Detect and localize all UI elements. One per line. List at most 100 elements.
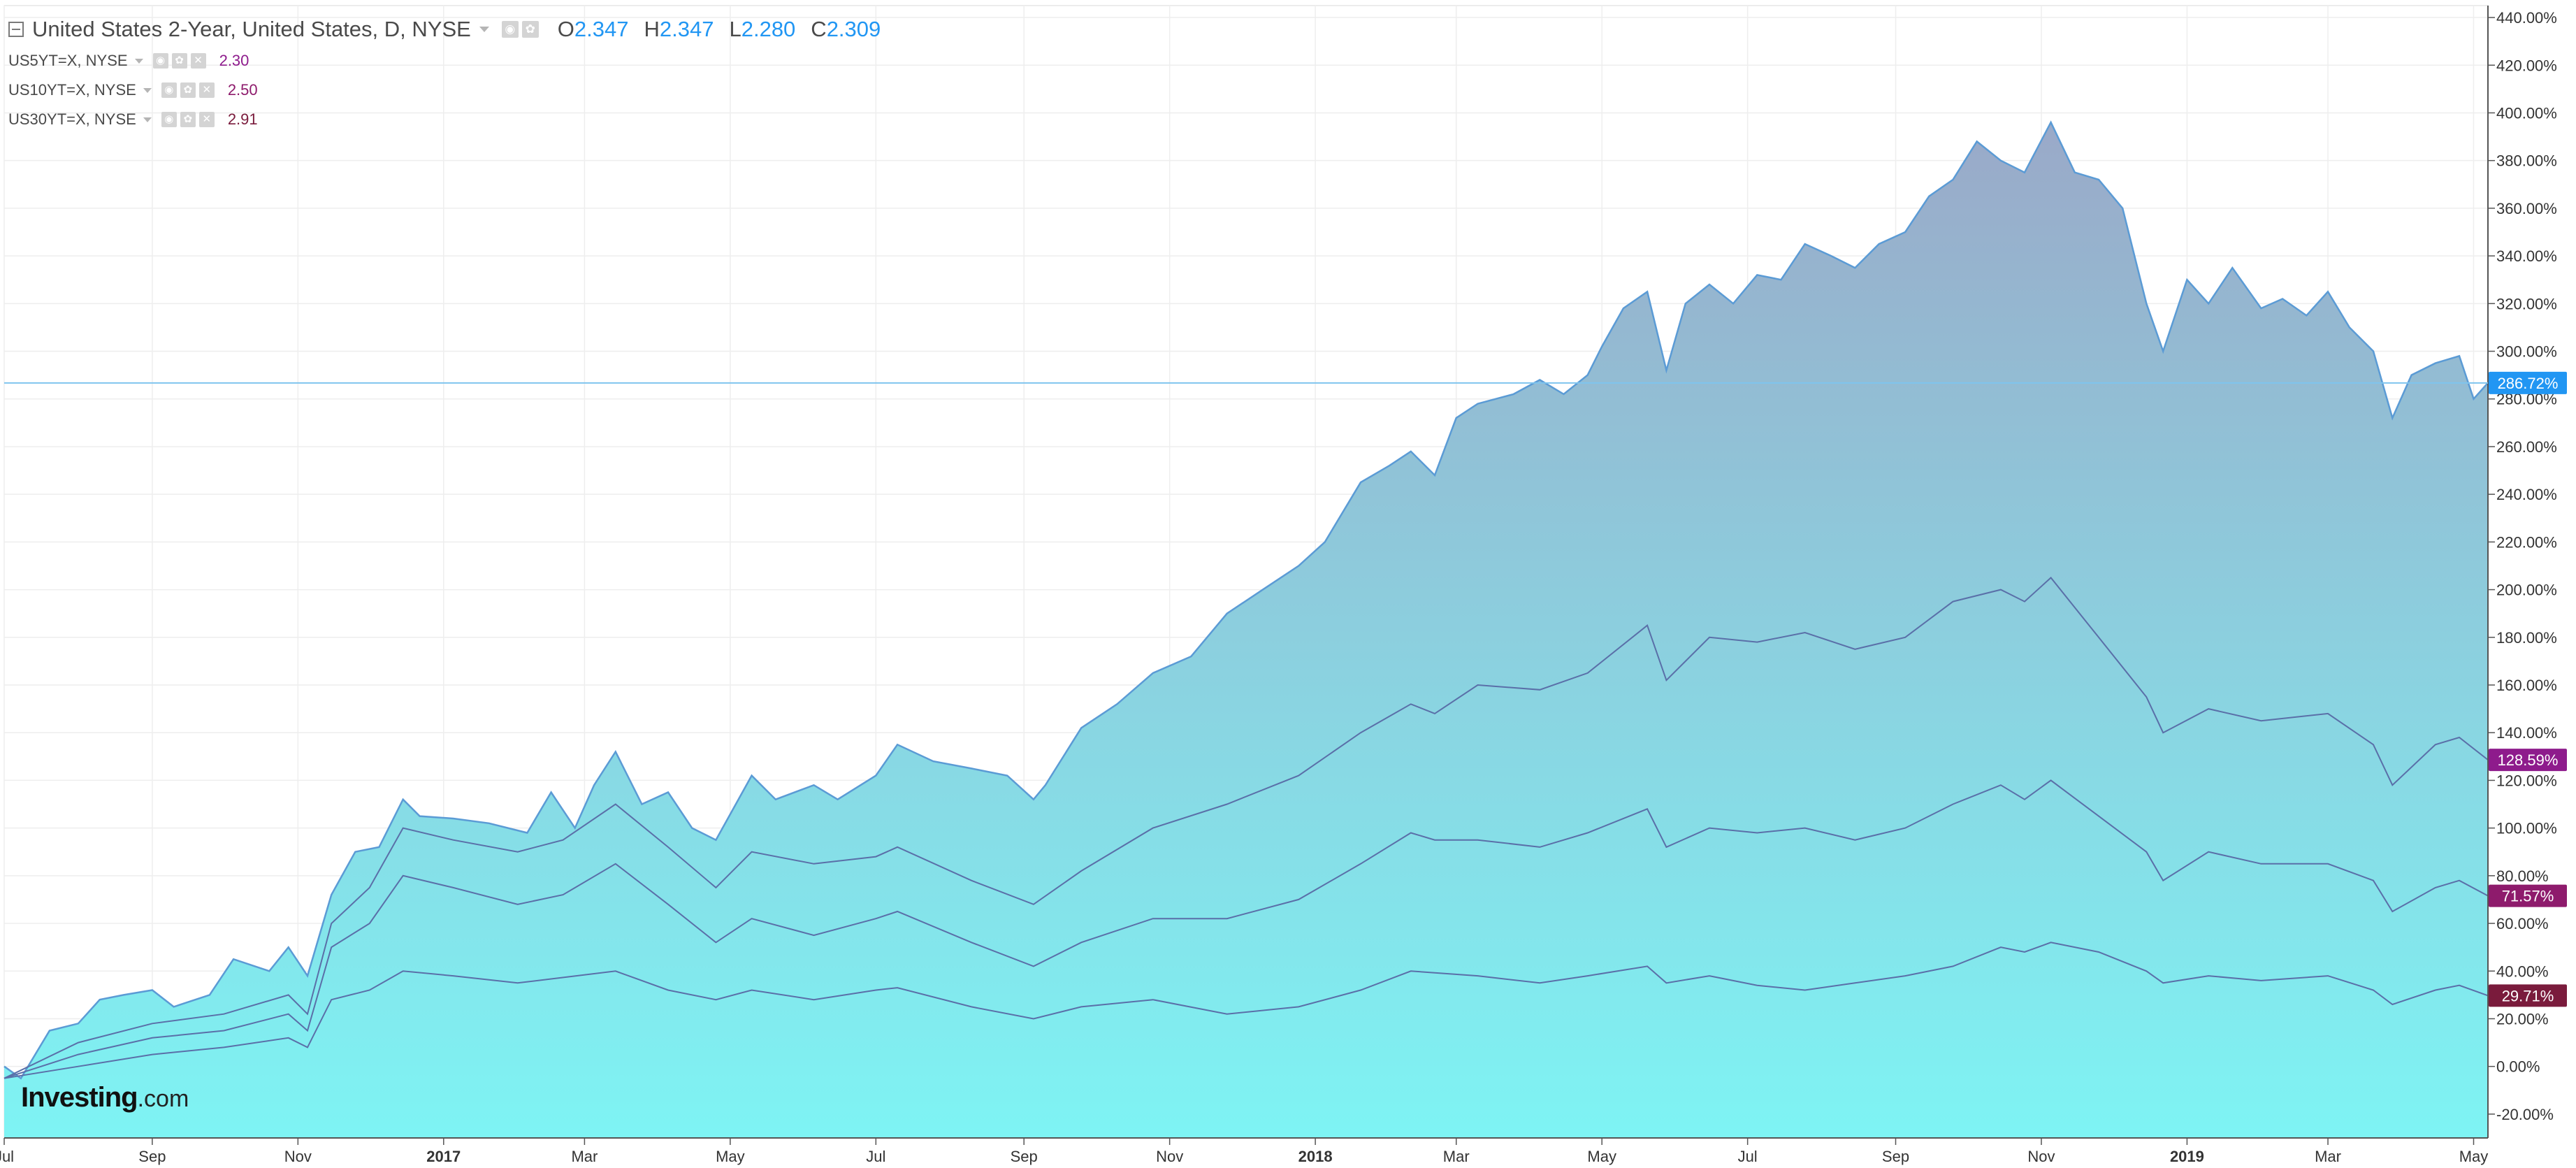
ohlc-values: O 2.347 H 2.347 L 2.280 C 2.309	[558, 17, 896, 42]
compare-series-line	[3, 577, 2489, 1079]
x-tick-label: May	[2459, 1148, 2489, 1165]
compare-value: 2.30	[219, 52, 249, 69]
y-tick-label: 220.00%	[2496, 533, 2557, 551]
last-value-badge	[2489, 371, 2567, 394]
compare-legend-us30yt: US30YT=X, NYSE ◉ ✿ ✕ 2.91	[8, 105, 896, 134]
low-key: L	[729, 17, 741, 41]
caret-down-icon[interactable]	[143, 87, 152, 93]
legend: United States 2-Year, United States, D, …	[8, 13, 896, 134]
close-key: C	[811, 17, 827, 41]
last-value-badge	[2489, 984, 2567, 1007]
y-tick-label: 400.00%	[2496, 104, 2557, 122]
compare-value: 2.50	[227, 81, 258, 99]
x-tick-label: Sep	[138, 1148, 166, 1165]
gear-icon[interactable]: ✿	[180, 112, 196, 127]
y-tick-label: 300.00%	[2496, 343, 2557, 361]
gear-icon[interactable]: ✿	[521, 21, 539, 38]
y-tick-label: 120.00%	[2496, 772, 2557, 789]
x-tick-label: Jul	[866, 1148, 885, 1165]
y-tick-label: 380.00%	[2496, 152, 2557, 170]
x-tick-label: Jul	[1738, 1148, 1758, 1165]
close-icon[interactable]: ✕	[198, 112, 215, 127]
y-tick-label: 160.00%	[2496, 677, 2557, 694]
y-tick-label: 180.00%	[2496, 629, 2557, 647]
caret-down-icon[interactable]	[134, 58, 143, 64]
compare-value: 2.91	[227, 110, 258, 128]
x-tick-label: 2017	[426, 1148, 461, 1165]
x-tick-label: Sep	[1882, 1148, 1909, 1165]
y-tick-label: 360.00%	[2496, 200, 2557, 217]
last-value-badge	[2489, 749, 2567, 772]
x-tick-label: Nov	[1156, 1148, 1183, 1165]
logo-brand: Investing	[21, 1082, 138, 1113]
close-icon[interactable]: ✕	[198, 82, 215, 98]
caret-down-icon[interactable]	[479, 27, 489, 32]
x-tick-label: Sep	[1011, 1148, 1038, 1165]
x-tick-label: Mar	[571, 1148, 598, 1165]
main-series-legend: United States 2-Year, United States, D, …	[8, 13, 896, 46]
compare-series-line	[3, 942, 2489, 1079]
collapse-icon[interactable]	[8, 22, 24, 37]
low-value: 2.280	[741, 17, 796, 41]
high-key: H	[644, 17, 660, 41]
eye-icon[interactable]: ◉	[152, 53, 168, 69]
compare-series-line	[3, 779, 2489, 1079]
y-tick-label: 420.00%	[2496, 57, 2557, 74]
y-tick-label: 60.00%	[2496, 915, 2549, 932]
main-series-line	[3, 120, 2489, 1080]
y-tick-label: 80.00%	[2496, 867, 2549, 885]
series-line-layer	[3, 120, 2489, 1080]
last-value-badge	[2489, 884, 2567, 907]
x-tick-label: Nov	[284, 1148, 312, 1165]
x-tick-label: Nov	[2027, 1148, 2055, 1165]
last-value-text: 286.72%	[2498, 375, 2559, 392]
axis-layer: -20.00% 0.00% 20.00% 40.00% 60.00% 80.00% 100.…	[0, 6, 2557, 1165]
y-tick-label: 140.00%	[2496, 724, 2557, 742]
open-key: O	[557, 17, 574, 41]
y-tick-label: 260.00%	[2496, 438, 2557, 456]
x-tick-label: 2018	[1298, 1148, 1333, 1165]
compare-symbol: US30YT=X, NYSE	[8, 110, 136, 128]
logo-suffix: .com	[137, 1086, 189, 1112]
x-tick-label: Mar	[1443, 1148, 1470, 1165]
high-value: 2.347	[659, 17, 714, 41]
close-value: 2.309	[826, 17, 881, 41]
compare-legend-us10yt: US10YT=X, NYSE ◉ ✿ ✕ 2.50	[8, 75, 896, 105]
investing-logo: Investing .com	[21, 1082, 189, 1113]
eye-icon[interactable]: ◉	[161, 82, 177, 98]
y-tick-label: 20.00%	[2496, 1010, 2549, 1028]
close-icon[interactable]: ✕	[190, 53, 206, 69]
compare-symbol: US5YT=X, NYSE	[8, 52, 128, 69]
y-tick-label: 40.00%	[2496, 962, 2549, 980]
y-tick-label: 340.00%	[2496, 247, 2557, 265]
compare-legend-us5yt: US5YT=X, NYSE ◉ ✿ ✕ 2.30	[8, 46, 896, 75]
main-series-title: United States 2-Year, United States, D, …	[32, 17, 471, 41]
x-tick-label: May	[1587, 1148, 1616, 1165]
area-layer	[4, 122, 2488, 1139]
eye-icon[interactable]: ◉	[161, 112, 177, 127]
y-tick-label: 200.00%	[2496, 582, 2557, 599]
x-tick-label: May	[716, 1148, 745, 1165]
y-tick-label: 440.00%	[2496, 9, 2557, 27]
y-tick-label: 100.00%	[2496, 820, 2557, 837]
last-value-label-layer: 286.72% 128.59% 71.57% 29.71%	[4, 371, 2567, 1007]
y-tick-label: 320.00%	[2496, 295, 2557, 312]
x-tick-label: Jul	[0, 1148, 14, 1165]
y-tick-label: -20.00%	[2496, 1106, 2554, 1123]
eye-icon[interactable]: ◉	[501, 21, 519, 38]
caret-down-icon[interactable]	[143, 117, 152, 122]
y-tick-label: 240.00%	[2496, 486, 2557, 503]
last-value-text: 128.59%	[2498, 751, 2559, 769]
gear-icon[interactable]: ✿	[171, 53, 187, 69]
main-series-area	[4, 122, 2488, 1139]
x-tick-label: Mar	[2315, 1148, 2341, 1165]
open-value: 2.347	[574, 17, 629, 41]
last-value-text: 29.71%	[2502, 987, 2554, 1004]
last-value-text: 71.57%	[2502, 888, 2554, 905]
compare-symbol: US10YT=X, NYSE	[8, 81, 136, 99]
gear-icon[interactable]: ✿	[180, 82, 196, 98]
y-tick-label: 0.00%	[2496, 1058, 2540, 1076]
x-tick-label: 2019	[2170, 1148, 2204, 1165]
